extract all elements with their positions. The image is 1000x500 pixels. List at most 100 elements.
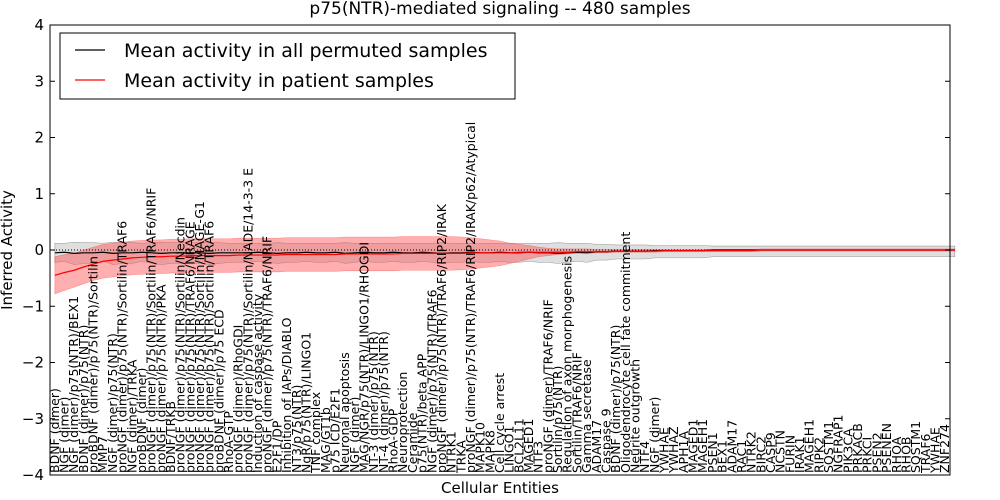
x-entity-label: Neurite outgrowth [627, 359, 642, 473]
x-entity-label: BEX1 [715, 440, 730, 473]
x-entity-label: Neuroprotection [395, 372, 410, 473]
x-entity-label: NT-4 (dimer)/p75(NTR) [376, 331, 391, 473]
x-entity-label: MAGED1 [686, 419, 701, 473]
x-entity-label: NGF (dimer) [57, 397, 72, 473]
x-entity-label: proNGF (dimer)/TRAF6/NRIF [540, 299, 555, 473]
x-entity-label: SQSTM1 [908, 421, 923, 473]
x-entity-label: PSEN1 [705, 432, 720, 473]
x-entity-label: PIK3CA [840, 428, 855, 473]
x-entity-label: proNGF (dimer)/p75(NTR)/Sortilin/TRAF6/N… [144, 188, 159, 473]
y-axis: −4 −3 −2 −1 0 1 2 3 4 [22, 16, 950, 484]
x-entity-label: proNGF (dimer)/RhoGDI [231, 325, 246, 473]
x-entity-label: RAC1 [734, 440, 749, 473]
series-lines [54, 249, 955, 276]
x-entity-label: MMP7 [95, 436, 110, 473]
x-entity-label: RhoA-GTP [221, 411, 236, 473]
x-entity-label: BDNF (dimer)/p75(NTR) [608, 325, 623, 473]
x-entity-label: APH1A [676, 431, 691, 473]
x-entity-label: MAPK10 [473, 422, 488, 473]
x-entity-label: YWHAZ [666, 426, 681, 474]
x-entity-label: Regulation of axon morphogenesis [560, 256, 575, 473]
x-entity-label: proNGF (dimer)/p75(NTR)/TRAF6/RIP2/IRAK/… [463, 122, 478, 473]
y-tick-label: 1 [34, 185, 44, 203]
x-entity-label: BDNF (dimer) [47, 388, 62, 473]
x-entity-label: proNGF (dimer)/p75(NTR)/Sortilin/Necdin [173, 217, 188, 473]
x-entity-label: Sortilin/TRAF6/NRIF [569, 352, 584, 473]
x-entity-label: Sortilin/p75(NTR) [550, 366, 565, 473]
x-entity-label: NGF (dimer)/p75(NTR)/BEX1 [66, 296, 81, 473]
x-entity-label: Neuronal apoptosis [337, 352, 352, 473]
x-axis-title: Cellular Entities [441, 479, 559, 497]
x-entity-label: NGF (dimer) [647, 397, 662, 473]
x-entity-label: Gamma secretase [579, 359, 594, 473]
x-entity-label: Ceramide [405, 412, 420, 473]
x-entity-label: TRAF6 [918, 433, 933, 474]
legend: Mean activity in all permuted samples Me… [59, 32, 516, 100]
chart-title: p75(NTR)-mediated signaling -- 480 sampl… [309, 0, 690, 19]
x-entity-label: MAGEH1 [695, 419, 710, 473]
legend-box [59, 32, 516, 100]
x-entity-label: MAG/NGR/p75(NTR)/LINGO1/RHOGDI [357, 242, 372, 473]
x-entity-label: BCL2L11 [511, 418, 526, 473]
x-entity-label: proNGF (dimer)/p75(NTR)/Sortilin/NADE/14… [240, 168, 255, 473]
x-entity-label: NCSTN [773, 430, 788, 473]
x-entity-label: proNGF (dimer)/p75(NTR)/Sortilin/MAGE-G1 [192, 201, 207, 473]
x-entity-label: NGF (dimer)/TRKA [124, 359, 139, 473]
x-entity-label: BDNF/TRKB [163, 401, 178, 473]
x-entity-label: RIPK2 [811, 437, 826, 473]
x-entity-label: FURIN [782, 435, 797, 473]
x-entity-label: Inhibition of IAPs/DIABLO [279, 317, 294, 473]
x-entity-label: NTRK2 [744, 431, 759, 473]
x-entity-label: proNGF (dimer)/p75(NTR)/Sortilin/TRAF6 [115, 221, 130, 473]
x-entity-label: proBDNF (dimer)/p75 ECD [211, 309, 226, 473]
y-axis-title: Inferred Activity [0, 190, 16, 310]
x-entity-label: p75 ICD/E2F1 [327, 388, 342, 473]
x-entity-label: MAGEH1 [802, 419, 817, 473]
legend-label-patient: Mean activity in patient samples [124, 70, 434, 92]
x-entity-label: proNGF (dimer)/p75(NTR)/Sortilin/TRAF6 [202, 221, 217, 473]
y-tick-label: 3 [34, 72, 44, 90]
x-entity-label: NGF (dimer)/p75(NTR) [105, 333, 120, 473]
x-entity-label: NGF (dimer)/p75(NTR)/TRAF6 [424, 289, 439, 473]
y-tick-label: 2 [34, 129, 44, 147]
y-tick-label: −3 [22, 410, 44, 428]
x-entity-label: proNGF (dimer)/p75(NTR)/TRAF6/NRIF [260, 236, 275, 473]
x-entity-label: Oligodendrocyte cell fate commitment [618, 232, 633, 473]
x-entity-label: PRKACB [850, 423, 865, 473]
x-entity-label: MAPK8 [482, 430, 497, 473]
y-tick-label: 0 [34, 241, 44, 259]
x-entity-label: NT3/p75(NTR) [289, 385, 304, 473]
x-entity-label: NT-3 (dimer)/p75(NTR) [366, 331, 381, 473]
x-axis-entity-labels: BDNF (dimer)NGF (dimer)NGF (dimer)/p75(N… [47, 122, 952, 474]
x-entity-label: Induction of caspase activity [250, 293, 265, 473]
x-entity-label: IRAK1 [792, 436, 807, 473]
x-entity-label: RHOA [889, 436, 904, 473]
x-entity-label: RHOB [898, 437, 913, 474]
y-tick-label: −4 [22, 466, 44, 484]
x-entity-label: LINGO1 [502, 426, 517, 473]
x-entity-label: PSENEN [879, 423, 894, 473]
x-entity-label: PRKCI [860, 437, 875, 473]
x-entity-label: MAGED1 [521, 419, 536, 473]
x-entity-label: NTF3 [531, 441, 546, 473]
x-entity-label: Caspase 9 [598, 408, 613, 473]
x-entity-label: CASP9 [763, 432, 778, 473]
y-tick-label: −2 [22, 354, 44, 372]
x-entity-label: PSEN2 [869, 432, 884, 473]
x-entity-label: YWHAE [657, 427, 672, 474]
y-tick-label: 4 [34, 16, 44, 34]
x-entity-label: proNGF (dimer)/p75(NTR)/TRAF6/RIP2/IRAK [434, 203, 449, 473]
x-entity-label: proNGF (dimer)/p75(NTR)/TRAF6/NRAGE [182, 221, 197, 473]
x-entity-label: YWHAE [927, 427, 942, 474]
x-entity-label: proNGF (dimer)/p75(NTR)/PKA [153, 284, 168, 473]
series-line-patient [54, 249, 955, 276]
x-entity-label: NGFRAP1 [831, 415, 846, 473]
x-entity-label: proBDNF (dimer) [134, 368, 149, 473]
x-entity-label: NgR/p75(NTR)/LINGO1 [298, 332, 313, 473]
x-entity-label: p75(NTR)/beta APP [415, 353, 430, 473]
x-entity-label: NTF4 [637, 441, 652, 473]
x-entity-label: BDNF (dimer)/p75(NTR) [76, 325, 91, 473]
x-entity-label: proBDNF (dimer)/p75(NTR)/Sortilin [86, 256, 101, 473]
